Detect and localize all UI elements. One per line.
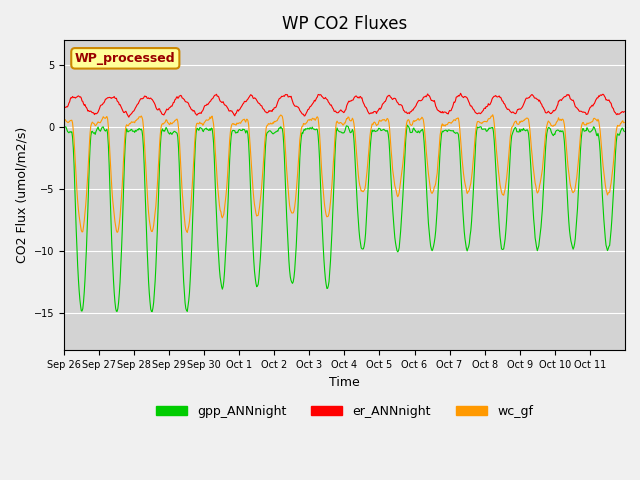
er_ANNnight — [230, 110, 237, 116]
gpp_ANNnight — [403, 128, 410, 133]
er_ANNnight — [278, 94, 286, 99]
wc_gf — [184, 229, 191, 235]
er_ANNnight — [257, 103, 265, 108]
X-axis label: Time: Time — [329, 376, 360, 389]
wc_gf — [403, 121, 410, 127]
wc_gf — [257, 190, 265, 196]
Line: wc_gf: wc_gf — [64, 115, 624, 232]
wc_gf — [620, 120, 628, 125]
gpp_ANNnight — [257, 243, 265, 249]
wc_gf — [60, 117, 68, 122]
gpp_ANNnight — [230, 128, 237, 133]
gpp_ANNnight — [148, 309, 156, 314]
wc_gf — [230, 120, 237, 126]
er_ANNnight — [60, 106, 68, 112]
gpp_ANNnight — [403, 122, 411, 128]
Line: gpp_ANNnight: gpp_ANNnight — [64, 125, 624, 312]
er_ANNnight — [434, 108, 442, 113]
er_ANNnight — [127, 112, 134, 118]
gpp_ANNnight — [125, 128, 133, 134]
wc_gf — [489, 112, 497, 118]
er_ANNnight — [125, 114, 132, 120]
er_ANNnight — [457, 90, 465, 96]
gpp_ANNnight — [60, 124, 68, 130]
Title: WP CO2 Fluxes: WP CO2 Fluxes — [282, 15, 407, 33]
gpp_ANNnight — [435, 178, 442, 184]
wc_gf — [125, 120, 133, 126]
Legend: gpp_ANNnight, er_ANNnight, wc_gf: gpp_ANNnight, er_ANNnight, wc_gf — [150, 400, 538, 423]
wc_gf — [278, 113, 286, 119]
er_ANNnight — [403, 109, 410, 115]
er_ANNnight — [620, 108, 628, 114]
wc_gf — [434, 160, 442, 166]
Line: er_ANNnight: er_ANNnight — [64, 93, 624, 117]
gpp_ANNnight — [278, 126, 286, 132]
gpp_ANNnight — [620, 129, 628, 134]
Text: WP_processed: WP_processed — [75, 52, 175, 65]
Y-axis label: CO2 Flux (umol/m2/s): CO2 Flux (umol/m2/s) — [15, 127, 28, 264]
